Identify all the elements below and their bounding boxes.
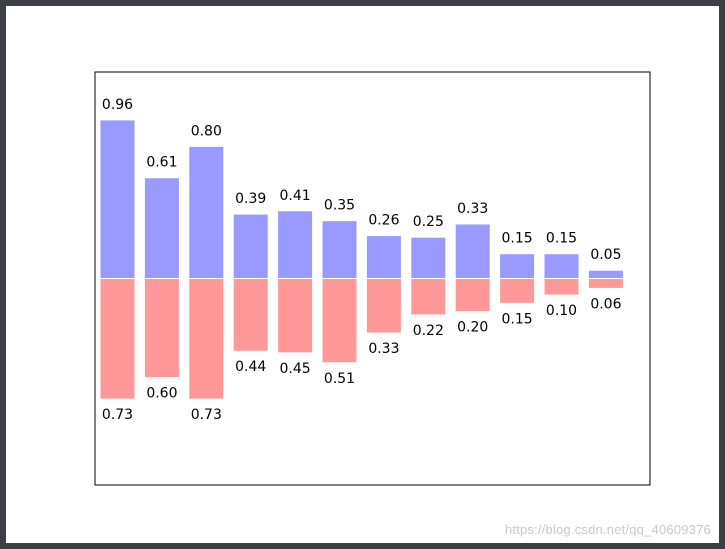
- positive-bar-9: [454, 223, 491, 279]
- positive-value-label-4: 0.39: [235, 191, 266, 207]
- positive-value-label-11: 0.15: [546, 231, 577, 247]
- negative-bar-11: [543, 278, 580, 296]
- positive-bar-1: [99, 119, 136, 279]
- positive-value-label-1: 0.96: [102, 97, 133, 113]
- negative-bar-6: [321, 278, 358, 364]
- negative-bar-10: [499, 278, 536, 304]
- negative-bar-3: [188, 278, 225, 400]
- positive-value-label-8: 0.25: [413, 214, 444, 230]
- negative-value-label-6: 0.51: [324, 371, 355, 387]
- axes-frame: [94, 71, 651, 486]
- negative-bar-2: [143, 278, 180, 379]
- positive-bar-6: [321, 220, 358, 279]
- positive-bar-12: [587, 269, 624, 279]
- negative-bar-1: [99, 278, 136, 400]
- positive-bar-2: [143, 177, 180, 279]
- negative-value-label-7: 0.33: [368, 341, 399, 357]
- positive-value-label-9: 0.33: [457, 201, 488, 217]
- positive-bar-10: [499, 253, 536, 280]
- negative-value-label-8: 0.22: [413, 323, 444, 339]
- figure-window: 0.96 0.61 0.80 0.39 0.41 0.35 0.26 0.25 0.33 0.15…: [6, 6, 719, 543]
- positive-value-label-2: 0.61: [146, 155, 177, 171]
- negative-value-label-10: 0.15: [502, 311, 533, 327]
- positive-value-label-10: 0.15: [502, 231, 533, 247]
- negative-value-label-4: 0.44: [235, 359, 266, 375]
- negative-bar-12: [587, 278, 624, 289]
- negative-value-label-1: 0.73: [102, 407, 133, 423]
- negative-value-label-5: 0.45: [280, 361, 311, 377]
- negative-value-label-11: 0.10: [546, 303, 577, 319]
- positive-bar-8: [410, 236, 447, 279]
- positive-bar-4: [232, 213, 269, 280]
- negative-bar-7: [365, 278, 402, 334]
- positive-bar-5: [277, 210, 314, 280]
- positive-value-label-6: 0.35: [324, 198, 355, 214]
- negative-value-label-3: 0.73: [191, 407, 222, 423]
- positive-bar-3: [188, 145, 225, 279]
- negative-bar-5: [277, 278, 314, 354]
- negative-bar-8: [410, 278, 447, 316]
- negative-value-label-12: 0.06: [590, 296, 621, 312]
- labels-group: 0.96 0.61 0.80 0.39 0.41 0.35 0.26 0.25 0.33 0.15…: [102, 97, 622, 423]
- negative-bar-9: [454, 278, 491, 313]
- positive-value-label-12: 0.05: [590, 247, 621, 263]
- negative-value-label-9: 0.20: [457, 320, 488, 336]
- positive-value-label-7: 0.26: [368, 213, 399, 229]
- negative-value-label-2: 0.60: [146, 386, 177, 402]
- positive-value-label-3: 0.80: [191, 123, 222, 139]
- bar-chart: 0.96 0.61 0.80 0.39 0.41 0.35 0.26 0.25 0.33 0.15…: [94, 71, 651, 486]
- negative-bar-4: [232, 278, 269, 352]
- positive-bar-11: [543, 253, 580, 280]
- positive-value-label-5: 0.41: [280, 188, 311, 204]
- watermark-text: https://blog.csdn.net/qq_40609376: [504, 522, 711, 537]
- positive-bar-7: [365, 235, 402, 280]
- bars-group: [99, 119, 624, 400]
